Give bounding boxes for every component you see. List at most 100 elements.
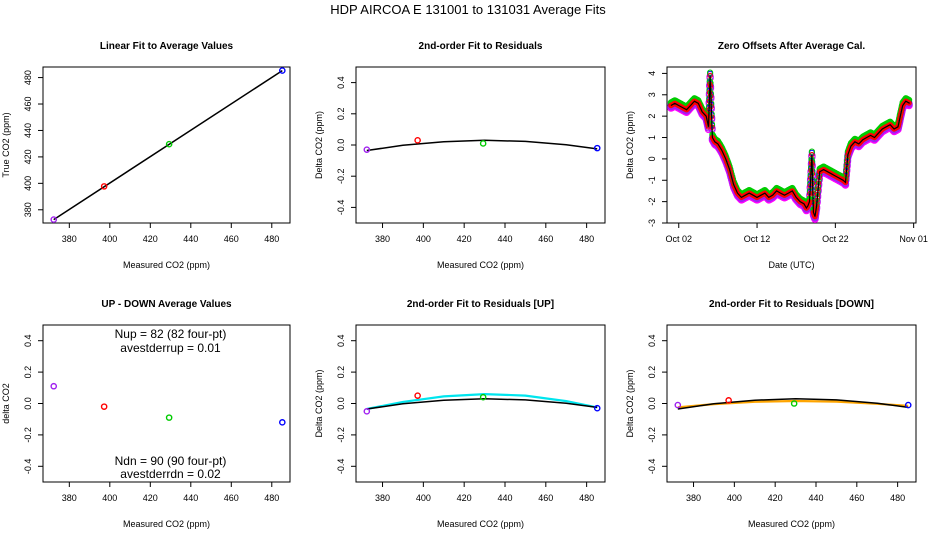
y-tick-label: -0.2 — [336, 168, 346, 184]
y-tick-label: -0.4 — [336, 459, 346, 475]
y-tick-label: 0.0 — [23, 397, 33, 410]
panels: Linear Fit to Average Values Measured CO2… — [1, 41, 928, 529]
panel-title: 2nd-order Fit to Residuals [UP] — [407, 299, 554, 310]
data-point-blue — [593, 144, 601, 152]
plot-frame — [666, 66, 917, 224]
fit-line — [366, 139, 598, 152]
y-tick-label: 0.0 — [336, 397, 346, 410]
x-tick-label: Oct 22 — [822, 234, 849, 244]
plot-marks — [667, 69, 913, 223]
x-tick-label: 460 — [538, 493, 553, 503]
x-axis-label: Measured CO2 (ppm) — [123, 260, 210, 270]
data-point-blue — [279, 419, 286, 426]
y-tick-label: -0.4 — [336, 200, 346, 216]
y-tick-label: 0.4 — [647, 334, 657, 347]
x-tick-label: 400 — [416, 234, 431, 244]
annotation-ndn: Ndn = 90 (90 four-pt) — [115, 454, 227, 468]
x-tick-label: 480 — [579, 234, 594, 244]
y-tick-label: 0 — [647, 156, 657, 161]
y-tick-label: 0.2 — [336, 108, 346, 121]
plot-marks — [363, 137, 601, 153]
y-axis-label: True CO2 (ppm) — [1, 112, 11, 177]
data-point-purple — [50, 216, 58, 223]
offset-point — [707, 69, 714, 76]
x-tick-label: 440 — [497, 234, 512, 244]
x-tick-label: 420 — [143, 493, 158, 503]
panel-p4: UP - DOWN Average Values Measured CO2 (pp… — [1, 299, 291, 529]
x-tick-label: 460 — [224, 493, 239, 503]
y-axis-label: Delta CO2 (ppm) — [625, 369, 635, 437]
y-tick-label: 1 — [647, 135, 657, 140]
x-axis-label: Measured CO2 (ppm) — [437, 260, 524, 270]
annotation-nup: Nup = 82 (82 four-pt) — [115, 327, 227, 341]
y-tick-label: 400 — [23, 176, 33, 191]
panel-title: 2nd-order Fit to Residuals — [419, 41, 543, 52]
fit-line — [366, 392, 598, 411]
data-point-red — [414, 137, 421, 144]
x-tick-label: 480 — [890, 493, 905, 503]
x-tick-label: 400 — [727, 493, 742, 503]
data-point-purple — [50, 382, 58, 390]
figure-title: HDP AIRCOA E 131001 to 131031 Average Fi… — [330, 2, 606, 17]
x-axis-label: Measured CO2 (ppm) — [123, 519, 210, 529]
annotation-avestderrup: avestderrup = 0.01 — [120, 341, 221, 355]
panel-p3: Zero Offsets After Average Cal. Date (UTC… — [625, 41, 928, 270]
plot-frame — [42, 66, 291, 224]
x-axis-label: Date (UTC) — [768, 260, 814, 270]
y-tick-label: 0.4 — [336, 76, 346, 89]
x-tick-label: 460 — [224, 234, 239, 244]
plot-marks — [363, 392, 601, 415]
x-tick-label: 380 — [375, 493, 390, 503]
data-point-green — [479, 140, 487, 147]
y-tick-label: 0.4 — [23, 334, 33, 347]
x-tick-label: 460 — [538, 234, 553, 244]
panel-p5: 2nd-order Fit to Residuals [UP] Measured … — [314, 299, 606, 529]
y-tick-label: 0.0 — [647, 397, 657, 410]
data-point-purple — [674, 401, 682, 409]
y-tick-label: 0.2 — [336, 366, 346, 379]
offset-point — [808, 148, 816, 155]
y-tick-label: 0.2 — [23, 366, 33, 379]
y-tick-label: -1 — [647, 176, 657, 184]
x-tick-label: 380 — [375, 234, 390, 244]
plot-marks — [50, 382, 286, 426]
x-tick-label: 460 — [849, 493, 864, 503]
y-tick-label: -0.4 — [647, 459, 657, 475]
y-tick-label: 4 — [647, 71, 657, 76]
y-tick-label: -0.2 — [336, 427, 346, 443]
x-tick-label: 440 — [183, 493, 198, 503]
plot-marks — [50, 67, 286, 223]
data-point-blue — [593, 404, 601, 412]
panel-title: UP - DOWN Average Values — [101, 299, 232, 310]
y-tick-label: 0.2 — [647, 366, 657, 379]
panel-title: 2nd-order Fit to Residuals [DOWN] — [709, 299, 874, 310]
data-point-green — [165, 140, 173, 148]
x-axis-label: Measured CO2 (ppm) — [748, 519, 835, 529]
y-tick-label: 380 — [23, 202, 33, 217]
plot-marks — [674, 397, 912, 410]
x-tick-label: 400 — [416, 493, 431, 503]
y-axis-label: Delta CO2 (ppm) — [625, 111, 635, 179]
y-tick-label: 480 — [23, 70, 33, 85]
panel-title: Zero Offsets After Average Cal. — [718, 41, 865, 52]
x-tick-label: 420 — [143, 234, 158, 244]
x-tick-label: 480 — [264, 234, 279, 244]
panel-p2: 2nd-order Fit to Residuals Measured CO2 (… — [314, 41, 606, 270]
y-axis-label: Delta CO2 (ppm) — [314, 369, 324, 437]
x-tick-label: 400 — [102, 234, 117, 244]
y-axis-label: Delta CO2 (ppm) — [314, 111, 324, 179]
data-point-red — [414, 392, 421, 399]
offset-point — [906, 100, 912, 106]
x-tick-label: 400 — [102, 493, 117, 503]
y-tick-label: -3 — [647, 219, 657, 227]
x-tick-label: 440 — [497, 493, 512, 503]
data-point-blue — [904, 401, 912, 409]
data-point-green — [790, 400, 798, 407]
y-tick-label: 460 — [23, 97, 33, 112]
x-axis-label: Measured CO2 (ppm) — [437, 519, 524, 529]
panel-p6: 2nd-order Fit to Residuals [DOWN] Measure… — [625, 299, 917, 529]
fit-line — [53, 69, 283, 221]
data-point-green — [479, 393, 487, 401]
x-tick-label: 380 — [62, 234, 77, 244]
